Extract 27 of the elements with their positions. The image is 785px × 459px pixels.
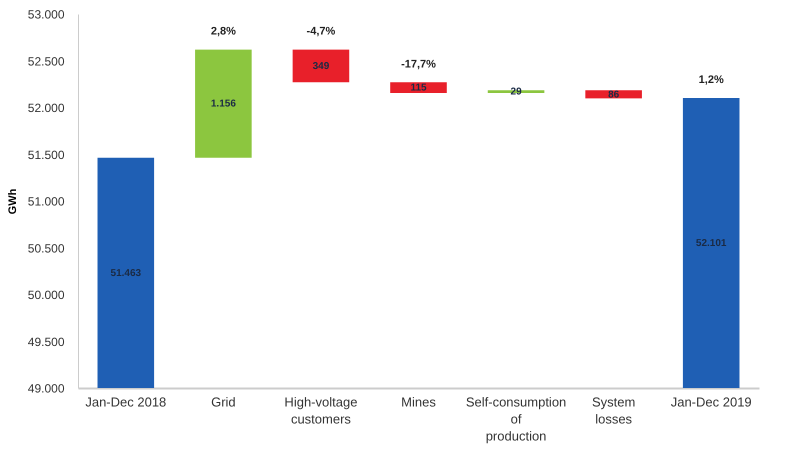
x-tick-label: Grid	[211, 394, 236, 410]
annotation: -4,7%	[306, 26, 336, 38]
x-tick-label: High-voltage customers	[284, 394, 358, 426]
x-tick-label: System losses	[592, 394, 636, 426]
y-tick-label: 49.000	[28, 382, 65, 396]
y-tick-label: 50.500	[28, 241, 65, 256]
data-label: 52.101	[696, 238, 727, 250]
x-tick-label: Self-consumption of production	[466, 394, 566, 444]
annotation: -17,7%	[401, 58, 436, 70]
y-tick-label: 52.500	[28, 54, 65, 68]
y-tick-label: 50.000	[28, 288, 65, 302]
data-label: 349	[312, 60, 330, 72]
data-label: 51.463	[110, 268, 142, 279]
y-tick-label: 53.000	[28, 8, 65, 22]
data-label: 115	[410, 82, 427, 94]
y-tick-label: 52.000	[28, 101, 65, 115]
y-tick-label: 51.500	[28, 148, 65, 162]
x-tick-label: Mines	[401, 394, 436, 410]
annotation: 1,2%	[698, 74, 724, 86]
y-tick-label: 49.500	[28, 334, 65, 349]
data-label: 1.156	[210, 98, 236, 110]
y-tick-label: 51.000	[28, 194, 65, 208]
annotation: 2,8%	[210, 26, 236, 38]
x-tick-label: Jan-Dec 2018	[85, 394, 166, 410]
y-axis-title: GWh	[6, 188, 19, 214]
x-tick-label: Jan-Dec 2019	[670, 394, 752, 410]
data-label: 86	[608, 89, 620, 100]
